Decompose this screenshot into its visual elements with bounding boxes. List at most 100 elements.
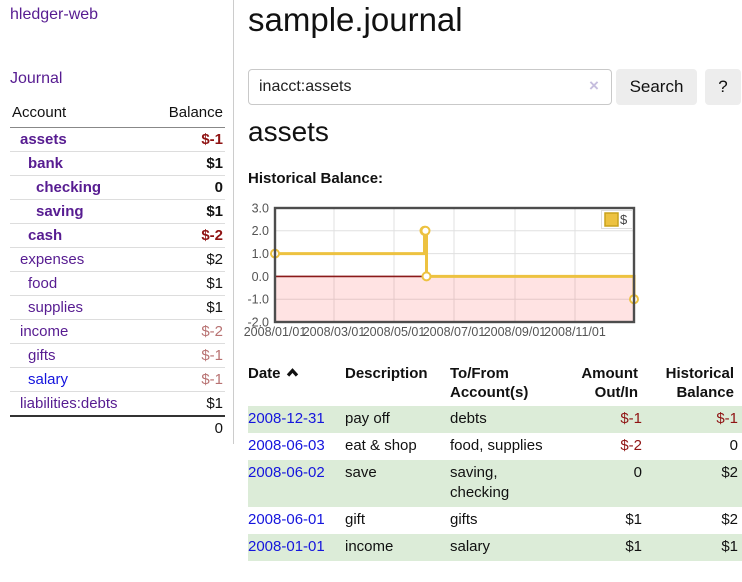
legend-swatch xyxy=(604,212,619,227)
search-input[interactable] xyxy=(248,69,612,105)
amount-cell: $1 xyxy=(625,538,642,555)
chart-legend: $ xyxy=(601,210,633,229)
accounts-table-header: Account Balance xyxy=(10,100,225,128)
account-balance: $2 xyxy=(149,247,225,272)
y-tick-label: 3.0 xyxy=(252,201,269,215)
transaction-date-link[interactable]: 2008-06-03 xyxy=(248,437,325,454)
account-balance: $1 xyxy=(149,271,225,296)
account-row: food $1 xyxy=(10,271,225,296)
accounts-cell: salary xyxy=(450,538,491,555)
historical-balance-label: Historical Balance: xyxy=(248,170,384,187)
y-tick-label: -1.0 xyxy=(247,293,269,307)
accounts-total-row: 0 xyxy=(10,415,225,440)
sidebar-divider xyxy=(233,0,234,444)
accounts-cell: debts xyxy=(450,410,487,427)
sidebar-item-journal[interactable]: Journal xyxy=(10,70,63,87)
account-balance: $1 xyxy=(149,391,225,416)
y-tick-label: 1.0 xyxy=(252,247,269,261)
description-cell: save xyxy=(345,464,377,481)
register-header-label: To/From Account(s) xyxy=(450,365,529,401)
balance-cell: $1 xyxy=(721,538,738,555)
transaction-date-link[interactable]: 2008-01-01 xyxy=(248,538,325,555)
x-tick-label: 2008/11/01 xyxy=(544,325,606,339)
register-row: 2008-12-31 pay off debts $-1 $-1 xyxy=(248,406,742,433)
help-button[interactable]: ? xyxy=(705,69,741,105)
search-form: × Search ? xyxy=(248,69,742,106)
account-balance: $1 xyxy=(149,295,225,320)
amount-cell: 0 xyxy=(633,464,642,481)
register-row: 2008-01-01 income salary $1 $1 xyxy=(248,534,742,561)
register-header-date[interactable]: Date xyxy=(248,362,345,406)
register-row: 2008-06-03 eat & shop food, supplies $-2 0 xyxy=(248,433,742,460)
account-row: checking 0 xyxy=(10,175,225,200)
sort-ascending-icon xyxy=(286,368,298,377)
description-cell: income xyxy=(345,538,394,555)
negative-region xyxy=(275,276,634,322)
register-row: 2008-06-01 gift gifts $1 $2 xyxy=(248,507,742,534)
transaction-date-link[interactable]: 2008-06-02 xyxy=(248,464,325,481)
y-tick-label: 2.0 xyxy=(252,224,269,238)
register-header-amount-out-in: Amount Out/In xyxy=(558,362,646,406)
main-panel: sample.journal × Search ? assets Histori… xyxy=(244,0,742,582)
y-tick-label: 0.0 xyxy=(252,270,269,284)
account-balance: 0 xyxy=(149,175,225,200)
legend-label: $ xyxy=(620,212,628,227)
transaction-date-link[interactable]: 2008-06-01 xyxy=(248,511,325,528)
account-row: supplies $1 xyxy=(10,295,225,320)
account-link[interactable]: salary xyxy=(28,371,69,388)
account-link[interactable]: supplies xyxy=(28,299,84,316)
register-row: 2008-06-02 save saving, checking 0 $2 xyxy=(248,460,742,507)
register-header-label: Date xyxy=(248,365,281,382)
balance-cell: $2 xyxy=(721,464,738,481)
description-cell: pay off xyxy=(345,410,390,427)
account-balance: $-1 xyxy=(149,343,225,368)
description-cell: gift xyxy=(345,511,366,528)
register-header-label: Description xyxy=(345,365,428,382)
accounts-total-value: 0 xyxy=(149,415,225,440)
register-header-label: Amount Out/In xyxy=(581,365,638,401)
accounts-table: Account Balance assets $-1 bank $1 checking 0… xyxy=(10,100,225,440)
x-tick-label: 2008/03/01 xyxy=(303,325,366,339)
account-link[interactable]: saving xyxy=(36,203,84,220)
app-title-link[interactable]: hledger-web xyxy=(10,6,99,23)
account-row: expenses $2 xyxy=(10,247,225,272)
register-header-row: Date Description To/From Account(s) Amount … xyxy=(248,362,742,406)
amount-cell: $-1 xyxy=(620,410,642,427)
account-link[interactable]: checking xyxy=(36,179,102,196)
account-balance: $-1 xyxy=(149,367,225,392)
account-row: salary $-1 xyxy=(10,367,225,392)
account-link[interactable]: income xyxy=(20,323,69,340)
chart-canvas: $3.0 2.0 1.0 0.0 -1.0 -2.02008/01/012008/03/0… xyxy=(244,201,639,339)
accounts-total-spacer xyxy=(10,415,150,440)
register-table: Date Description To/From Account(s) Amount … xyxy=(248,362,742,561)
balance-cell: $-1 xyxy=(716,410,738,427)
description-cell: eat & shop xyxy=(345,437,417,454)
account-link[interactable]: cash xyxy=(28,227,63,244)
account-link[interactable]: food xyxy=(28,275,58,292)
clear-search-icon[interactable]: × xyxy=(589,76,599,95)
y-tick-label: -2.0 xyxy=(247,315,269,329)
account-row: income $-2 xyxy=(10,319,225,344)
account-link[interactable]: assets xyxy=(20,131,67,148)
x-tick-label: 2008/09/01 xyxy=(484,325,547,339)
register-header-description: Description xyxy=(345,362,450,406)
transaction-date-link[interactable]: 2008-12-31 xyxy=(248,410,325,427)
amount-cell: $1 xyxy=(625,511,642,528)
account-link[interactable]: liabilities:debts xyxy=(20,395,118,412)
accounts-cell: food, supplies xyxy=(450,437,543,454)
account-link[interactable]: expenses xyxy=(20,251,85,268)
account-link[interactable]: gifts xyxy=(28,347,56,364)
account-balance: $-2 xyxy=(149,223,225,248)
account-link[interactable]: bank xyxy=(28,155,64,172)
balance-chart: $3.0 2.0 1.0 0.0 -1.0 -2.0 2008/01/01 2008/03/0… xyxy=(244,201,648,347)
search-button[interactable]: Search xyxy=(616,69,697,105)
data-point-marker xyxy=(420,225,431,236)
account-row: gifts $-1 xyxy=(10,343,225,368)
account-balance: $1 xyxy=(149,151,225,176)
account-balance: $1 xyxy=(149,199,225,224)
x-tick-label: 2008/07/01 xyxy=(423,325,486,339)
account-row: cash $-2 xyxy=(10,223,225,248)
x-tick-label: 2008/05/01 xyxy=(363,325,426,339)
balance-cell: $2 xyxy=(721,511,738,528)
